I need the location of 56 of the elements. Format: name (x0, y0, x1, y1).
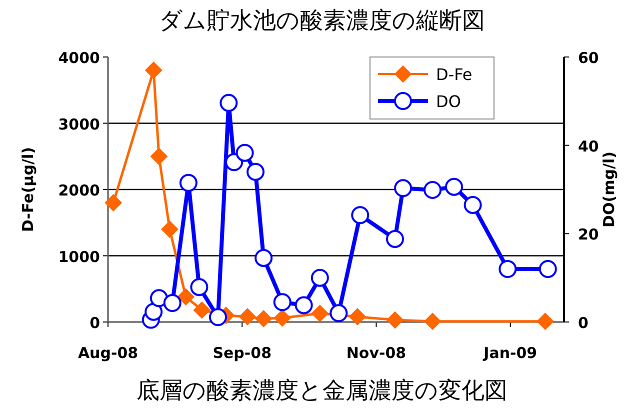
point (246, 162, 265, 181)
point (394, 179, 412, 198)
point (150, 148, 168, 165)
point (330, 304, 348, 322)
point (464, 196, 482, 214)
legend-label: DO (436, 92, 461, 111)
point (193, 302, 210, 319)
point (177, 288, 194, 306)
point (348, 308, 366, 326)
point (238, 308, 256, 326)
point (145, 62, 162, 79)
point (498, 260, 517, 278)
point (424, 180, 442, 199)
x-tick-label: Sep-08 (212, 344, 272, 362)
text: 底層の酸素濃度と金属濃度の変化図 (136, 378, 508, 404)
point (236, 144, 254, 162)
y2-tick-label: 60 (578, 49, 599, 67)
point (144, 302, 163, 321)
point (273, 293, 292, 312)
y-axis-title: D-Fe(μg/l) (19, 147, 37, 232)
point (255, 310, 272, 328)
point (311, 304, 328, 322)
point (351, 206, 370, 224)
x-tick-label: Jan-09 (482, 344, 538, 362)
y2-axis-title: DO(mg/l) (600, 152, 618, 228)
point (220, 94, 238, 112)
point (161, 220, 178, 238)
y-tick-label: 1000 (58, 248, 100, 266)
point (208, 308, 227, 326)
point (424, 312, 442, 330)
y-tick-label: 3000 (58, 115, 100, 134)
point (294, 296, 313, 314)
point (104, 194, 122, 212)
y-tick-label: 4000 (58, 49, 100, 67)
point (163, 294, 182, 312)
point (179, 174, 198, 192)
point (386, 230, 404, 248)
y2-tick-label: 0 (578, 314, 588, 332)
point (310, 268, 329, 287)
point (190, 278, 208, 296)
x-tick-label: Aug-08 (78, 344, 138, 362)
y2-tick-label: 40 (578, 137, 599, 156)
point (254, 248, 273, 267)
point (150, 289, 168, 308)
y2-tick-label: 20 (578, 226, 599, 244)
chart-title: ダム貯水池の酸素濃度の縦断図 (159, 8, 485, 34)
x-tick-label: Nov-08 (346, 344, 406, 362)
y-tick-label: 2000 (58, 182, 100, 200)
point (225, 153, 244, 172)
point (536, 312, 554, 330)
point (538, 260, 557, 278)
y-tick-label: 0 (90, 314, 100, 332)
legend-label: D-Fe (436, 65, 472, 84)
point (274, 310, 291, 327)
point (445, 178, 464, 196)
point (386, 312, 404, 329)
